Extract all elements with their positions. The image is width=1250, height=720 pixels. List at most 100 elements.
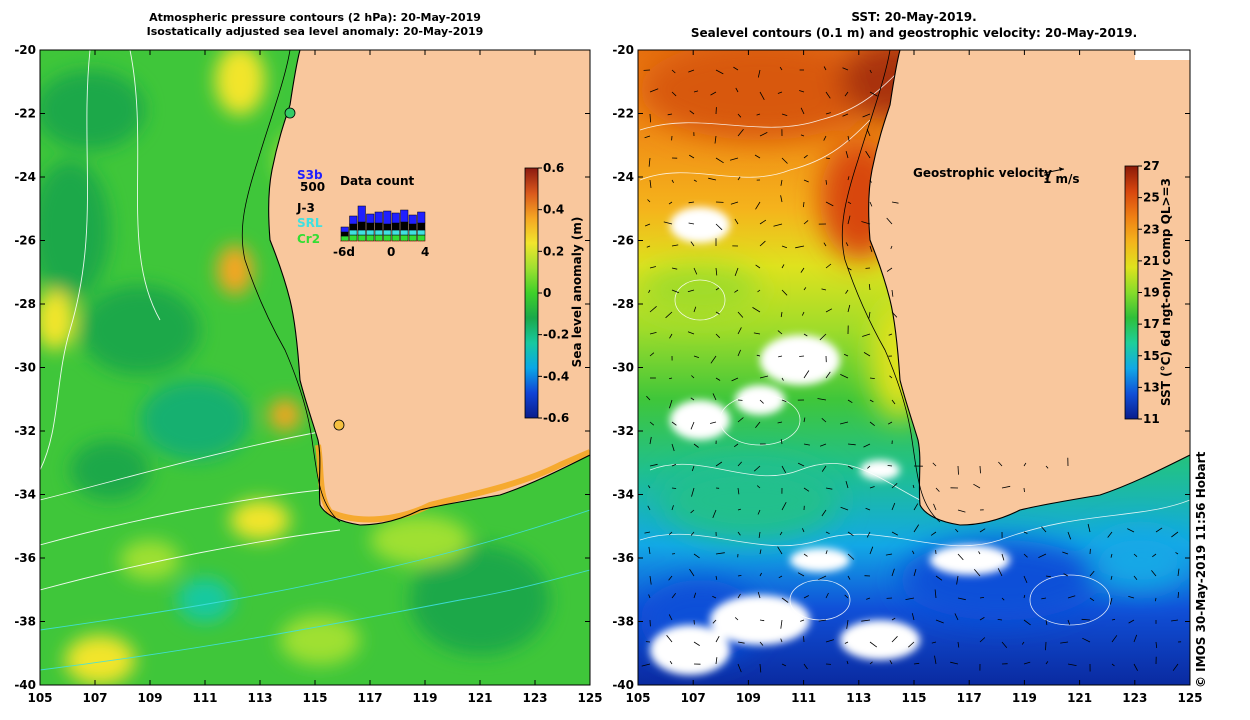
velocity-vector — [757, 289, 761, 293]
right-xtick-label: 107 — [681, 691, 706, 705]
velocity-vector — [649, 421, 655, 426]
velocity-vector — [671, 244, 679, 247]
velocity-vector — [755, 421, 761, 429]
velocity-vector — [863, 443, 871, 448]
velocity-vector — [869, 546, 874, 555]
velocity-vector — [690, 531, 695, 536]
velocity-vector — [759, 619, 765, 622]
velocity-vector — [1155, 527, 1163, 533]
velocity-vector — [803, 553, 808, 557]
velocity-vector — [737, 461, 742, 467]
velocity-vector — [891, 311, 898, 318]
velocity-vector — [737, 327, 742, 335]
velocity-vector — [844, 91, 849, 97]
data-count-bar — [400, 229, 409, 236]
velocity-vector — [781, 157, 788, 164]
left-xtick-label: 109 — [137, 691, 162, 705]
velocity-vector — [957, 597, 966, 601]
velocity-vector — [891, 201, 899, 204]
velocity-vector — [687, 331, 695, 335]
velocity-vector — [1175, 552, 1179, 555]
velocity-vector — [1177, 568, 1180, 577]
velocity-vector — [1062, 551, 1069, 555]
velocity-vector — [691, 487, 695, 497]
velocity-vector — [913, 662, 920, 665]
velocity-vector — [912, 484, 915, 489]
velocity-vector — [930, 531, 937, 536]
velocity-vector — [780, 179, 783, 186]
velocity-vector — [954, 613, 959, 621]
velocity-vector — [648, 546, 651, 555]
velocity-vector — [886, 267, 893, 272]
velocity-vector — [844, 594, 849, 599]
velocity-vector — [979, 637, 986, 643]
velocity-vector — [868, 284, 871, 291]
velocity-vector — [823, 242, 827, 247]
left-ytick-label: -24 — [14, 170, 36, 184]
left-xtick-label: 111 — [192, 691, 217, 705]
velocity-vector — [801, 311, 805, 316]
velocity-vector — [913, 524, 920, 533]
velocity-vector — [649, 463, 658, 467]
right-ytick-label: -20 — [612, 43, 634, 57]
left-xtick-label: 121 — [467, 691, 492, 705]
velocity-vector — [649, 332, 657, 335]
velocity-vector — [1151, 570, 1157, 577]
velocity-vector — [737, 417, 744, 423]
right-xtick-label: 115 — [901, 691, 926, 705]
velocity-vector — [867, 465, 871, 469]
velocity-vector — [715, 223, 723, 231]
velocity-vector — [905, 597, 915, 600]
velocity-vector — [891, 636, 898, 643]
velocity-vector — [667, 113, 673, 116]
velocity-vector — [818, 575, 827, 581]
velocity-vector — [803, 595, 809, 599]
velocity-vector — [869, 399, 874, 403]
velocity-vector — [759, 641, 764, 646]
velocity-vector — [649, 352, 655, 357]
sst-colorbar: 27 25 23 21 19 17 15 13 11 SST (°C) 6d ngt-only … — [1124, 159, 1173, 426]
data-count-bar — [349, 229, 358, 236]
velocity-vector — [693, 592, 697, 599]
velocity-vector — [693, 306, 697, 313]
velocity-vector — [648, 157, 651, 167]
velocity-vector — [865, 150, 871, 159]
velocity-vector — [1089, 570, 1095, 577]
velocity-vector — [843, 353, 849, 357]
data-count-bar — [357, 221, 366, 231]
velocity-vector — [825, 592, 829, 599]
velocity-vector — [1038, 553, 1047, 558]
velocity-vector — [668, 614, 673, 621]
velocity-vector — [759, 91, 765, 100]
velocity-vector — [847, 304, 851, 313]
velocity-vector — [691, 465, 695, 472]
sla-colorbar-label: Sea level anomaly (m) — [570, 217, 584, 368]
velocity-vector — [997, 568, 1003, 577]
velocity-vector — [886, 217, 893, 225]
velocity-vector — [668, 531, 673, 535]
velocity-vector — [803, 287, 807, 291]
data-count-bar — [408, 229, 417, 236]
velocity-vector — [671, 443, 675, 452]
velocity-vector — [1001, 597, 1005, 601]
velocity-vector — [1041, 597, 1047, 600]
velocity-vector — [737, 349, 741, 357]
velocity-vector — [911, 613, 915, 621]
imos-credit: © IMOS 30-May-2019 11:56 Hobart — [1194, 451, 1208, 688]
data-count-bar — [400, 221, 409, 231]
velocity-vector — [825, 263, 832, 269]
velocity-vector — [1155, 641, 1158, 649]
right-xtick-label: 119 — [1012, 691, 1037, 705]
velocity-vector — [737, 641, 745, 644]
data-count-inset: S3b 500 J-3 SRL Cr2 Data count -6d 0 4 — [296, 168, 429, 259]
velocity-vector — [668, 377, 673, 380]
velocity-vector — [780, 439, 783, 445]
velocity-vector — [737, 663, 742, 673]
velocity-vector — [979, 617, 985, 621]
velocity-vector — [931, 641, 937, 644]
velocity-vector — [666, 634, 673, 643]
velocity-vector — [825, 371, 831, 379]
velocity-scale-value: 1 m/s — [1043, 172, 1080, 186]
velocity-vector — [644, 135, 651, 139]
